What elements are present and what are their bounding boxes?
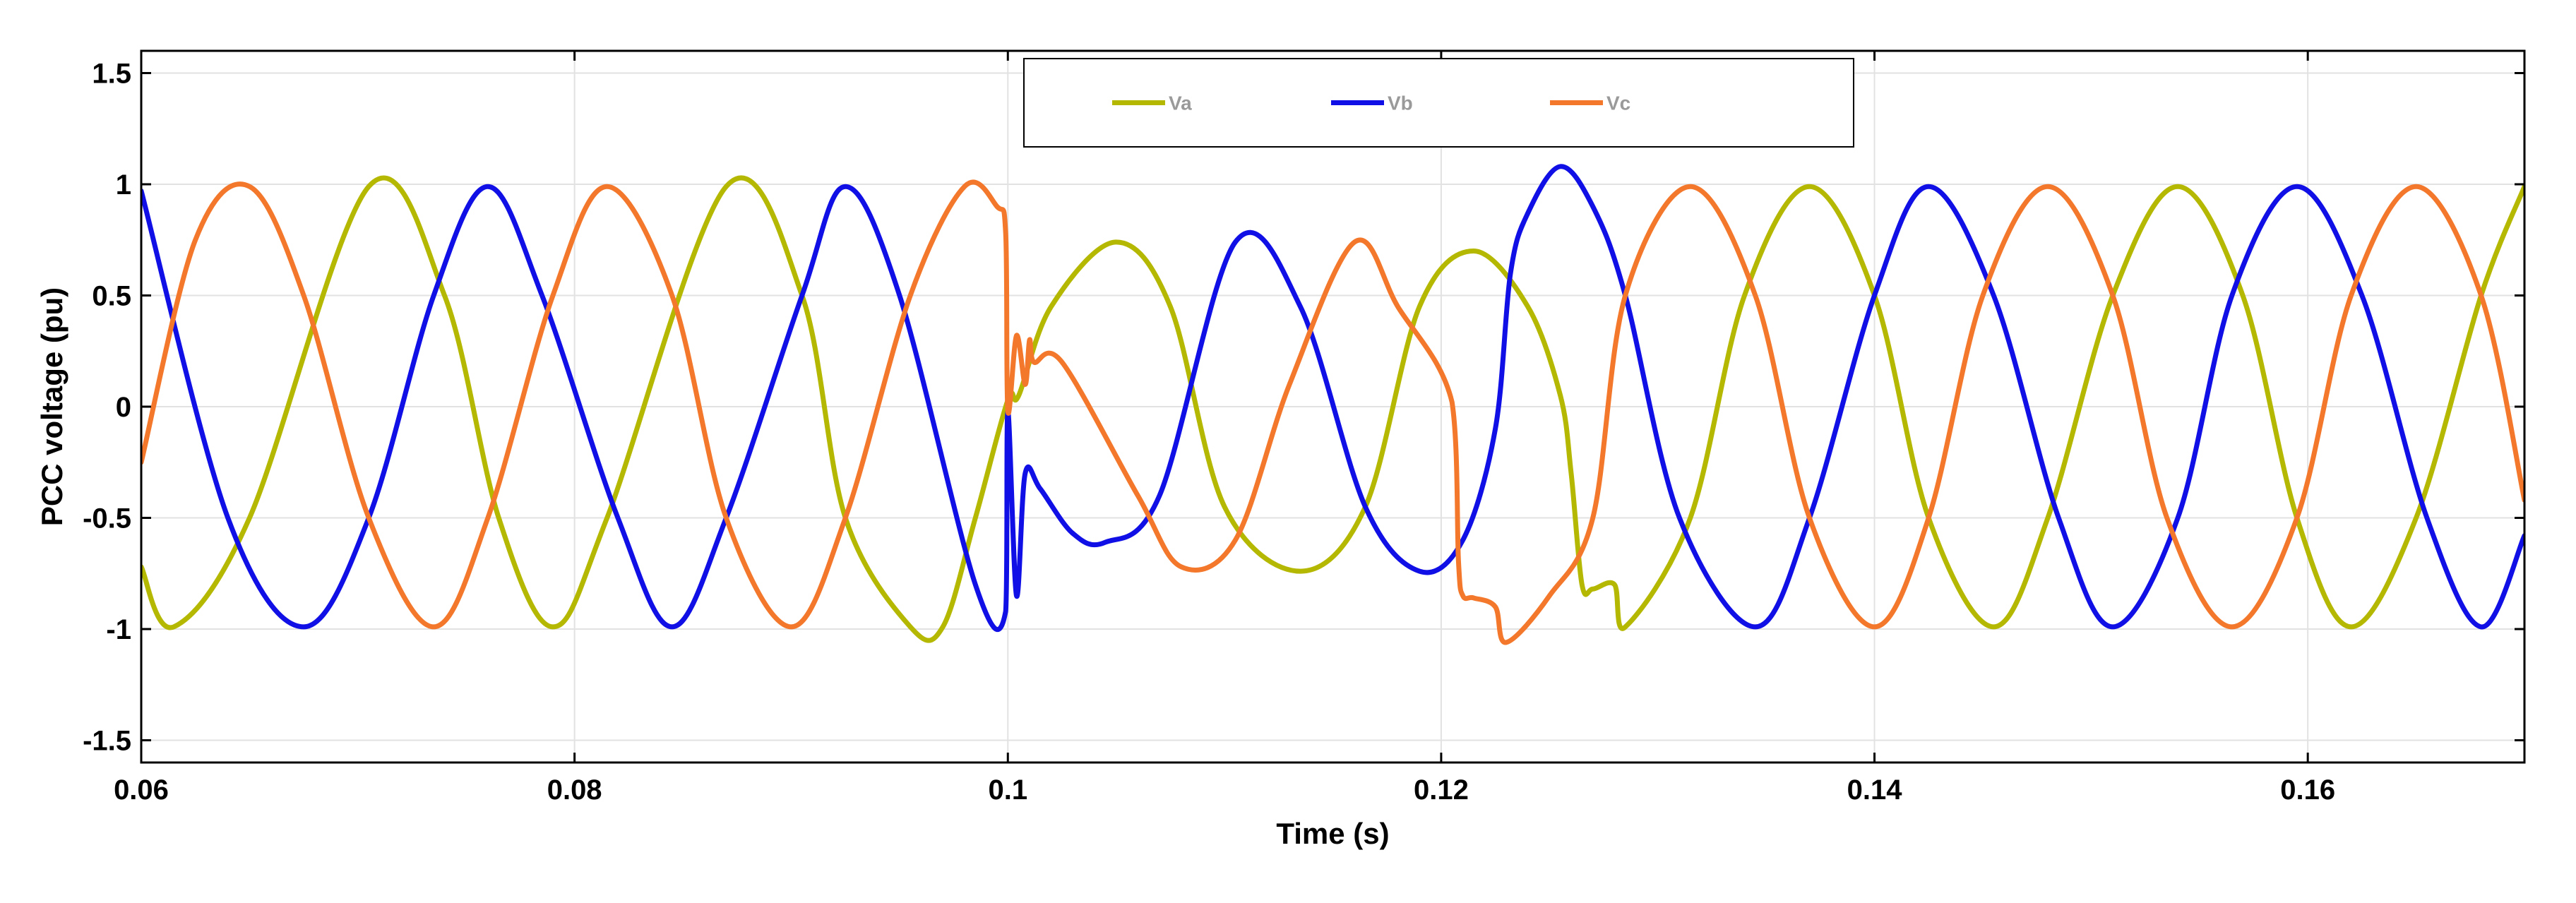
- x-axis-label: Time (s): [1276, 817, 1389, 850]
- x-tick-label: 0.16: [2280, 775, 2335, 806]
- legend: Va Vb Vc: [1023, 58, 1854, 148]
- y-axis-label: PCC voltage (pu): [35, 287, 68, 526]
- y-tick-label: -1: [106, 614, 131, 645]
- x-tick-label: 0.12: [1414, 775, 1469, 806]
- plot-series: [141, 164, 2524, 645]
- x-tick-label: 0.06: [114, 775, 169, 806]
- x-tick-label: 0.08: [547, 775, 602, 806]
- x-tick-label: 0.14: [1847, 775, 1903, 806]
- series-line-vb: [141, 164, 2524, 633]
- y-tick-label: 0: [116, 392, 131, 423]
- axis-ticks: 0.06 0.08 0.1 0.12 0.14 0.16 -1.5 -1 -0.5 0 0.5 1 1.…: [83, 51, 2524, 806]
- y-tick-label: 1.5: [92, 59, 131, 90]
- legend-label-vb: Vb: [1388, 92, 1413, 114]
- legend-label-va: Va: [1169, 92, 1192, 114]
- x-tick-label: 0.1: [988, 775, 1027, 806]
- y-tick-label: -0.5: [83, 503, 131, 534]
- y-tick-label: 0.5: [92, 281, 131, 312]
- series-line-vc: [141, 179, 2524, 645]
- y-tick-label: 1: [116, 169, 131, 201]
- legend-label-vc: Vc: [1606, 92, 1630, 114]
- y-tick-label: -1.5: [83, 726, 131, 757]
